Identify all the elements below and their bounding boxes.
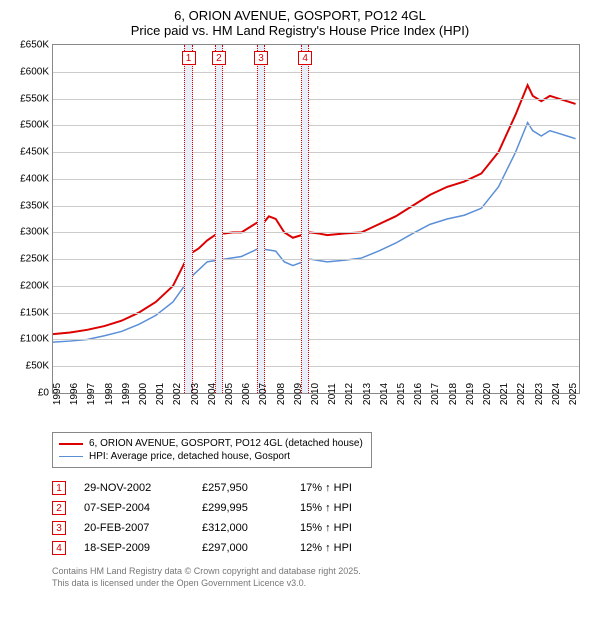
legend-label: 6, ORION AVENUE, GOSPORT, PO12 4GL (deta… xyxy=(89,438,363,449)
x-axis-labels: 1995199619971998199920002001200220032004… xyxy=(52,394,580,424)
y-gridline xyxy=(53,152,579,153)
y-tick-label: £250K xyxy=(20,254,49,265)
legend-label: HPI: Average price, detached house, Gosp… xyxy=(89,451,290,462)
sale-marker-number: 3 xyxy=(254,51,268,65)
y-tick-label: £350K xyxy=(20,200,49,211)
y-tick-label: £100K xyxy=(20,334,49,345)
x-tick-label: 2025 xyxy=(568,383,596,405)
legend-swatch xyxy=(59,456,83,457)
sale-price: £297,000 xyxy=(202,542,282,554)
y-gridline xyxy=(53,232,579,233)
sale-price: £299,995 xyxy=(202,502,282,514)
y-gridline xyxy=(53,99,579,100)
sale-marker-band xyxy=(301,45,310,393)
sale-marker-band xyxy=(257,45,266,393)
y-gridline xyxy=(53,259,579,260)
y-tick-label: £500K xyxy=(20,120,49,131)
chart-lines-svg xyxy=(53,45,579,393)
y-gridline xyxy=(53,366,579,367)
y-tick-label: £200K xyxy=(20,280,49,291)
series-line xyxy=(53,85,576,334)
sale-price: £312,000 xyxy=(202,522,282,534)
sale-marker-number: 4 xyxy=(298,51,312,65)
sale-row-number: 1 xyxy=(52,481,66,495)
y-gridline xyxy=(53,286,579,287)
sale-date: 20-FEB-2007 xyxy=(84,522,184,534)
sale-marker-band xyxy=(184,45,193,393)
chart-title: 6, ORION AVENUE, GOSPORT, PO12 4GL Price… xyxy=(10,8,590,38)
y-tick-label: £550K xyxy=(20,93,49,104)
y-gridline xyxy=(53,313,579,314)
sale-row: 3 20-FEB-2007 £312,000 15% ↑ HPI xyxy=(52,518,580,538)
y-tick-label: £450K xyxy=(20,147,49,158)
sale-hpi-delta: 15% ↑ HPI xyxy=(300,502,380,514)
y-tick-label: £300K xyxy=(20,227,49,238)
footer-line-1: Contains HM Land Registry data © Crown c… xyxy=(52,566,580,578)
y-tick-label: £400K xyxy=(20,173,49,184)
sales-table: 1 29-NOV-2002 £257,950 17% ↑ HPI 2 07-SEP-200… xyxy=(52,478,580,558)
sale-marker-band xyxy=(215,45,224,393)
sale-date: 29-NOV-2002 xyxy=(84,482,184,494)
sale-marker-number: 2 xyxy=(212,51,226,65)
y-tick-label: £150K xyxy=(20,307,49,318)
plot-region: £0£50K£100K£150K£200K£250K£300K£350K£400… xyxy=(52,44,580,394)
sale-hpi-delta: 12% ↑ HPI xyxy=(300,542,380,554)
footer-line-2: This data is licensed under the Open Gov… xyxy=(52,578,580,590)
sale-date: 07-SEP-2004 xyxy=(84,502,184,514)
sale-marker-number: 1 xyxy=(182,51,196,65)
y-gridline xyxy=(53,339,579,340)
sale-hpi-delta: 15% ↑ HPI xyxy=(300,522,380,534)
legend-item: HPI: Average price, detached house, Gosp… xyxy=(59,450,365,463)
sale-row-number: 3 xyxy=(52,521,66,535)
y-gridline xyxy=(53,72,579,73)
y-tick-label: £650K xyxy=(20,40,49,51)
y-tick-label: £50K xyxy=(26,361,49,372)
y-tick-label: £600K xyxy=(20,66,49,77)
footer-attribution: Contains HM Land Registry data © Crown c… xyxy=(52,566,580,589)
y-gridline xyxy=(53,206,579,207)
y-gridline xyxy=(53,179,579,180)
sale-date: 18-SEP-2009 xyxy=(84,542,184,554)
y-tick-label: £0 xyxy=(38,388,49,399)
sale-row-number: 2 xyxy=(52,501,66,515)
sale-price: £257,950 xyxy=(202,482,282,494)
sale-row: 4 18-SEP-2009 £297,000 12% ↑ HPI xyxy=(52,538,580,558)
legend-item: 6, ORION AVENUE, GOSPORT, PO12 4GL (deta… xyxy=(59,437,365,450)
sale-hpi-delta: 17% ↑ HPI xyxy=(300,482,380,494)
sale-row: 2 07-SEP-2004 £299,995 15% ↑ HPI xyxy=(52,498,580,518)
sale-row-number: 4 xyxy=(52,541,66,555)
legend-swatch xyxy=(59,443,83,445)
sale-row: 1 29-NOV-2002 £257,950 17% ↑ HPI xyxy=(52,478,580,498)
chart-area: £0£50K£100K£150K£200K£250K£300K£350K£400… xyxy=(52,44,580,424)
title-line-1: 6, ORION AVENUE, GOSPORT, PO12 4GL xyxy=(10,8,590,23)
title-line-2: Price paid vs. HM Land Registry's House … xyxy=(10,23,590,38)
legend: 6, ORION AVENUE, GOSPORT, PO12 4GL (deta… xyxy=(52,432,372,468)
y-gridline xyxy=(53,125,579,126)
